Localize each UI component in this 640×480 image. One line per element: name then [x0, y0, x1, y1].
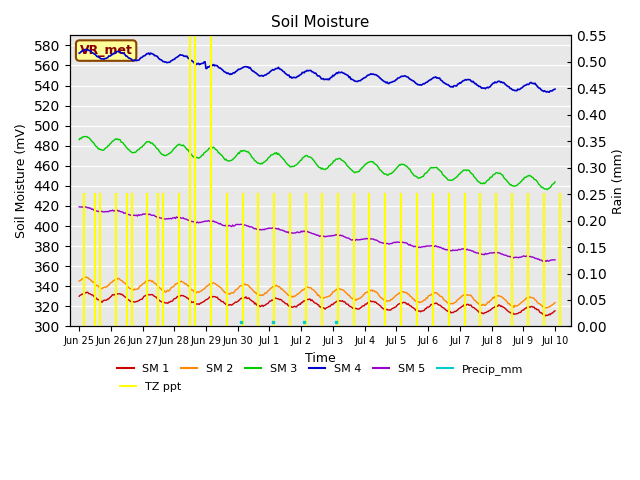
X-axis label: Time: Time [305, 352, 335, 365]
Y-axis label: Rain (mm): Rain (mm) [612, 148, 625, 214]
Text: VR_met: VR_met [79, 44, 132, 57]
Legend: TZ ppt: TZ ppt [115, 378, 186, 396]
Y-axis label: Soil Moisture (mV): Soil Moisture (mV) [15, 123, 28, 238]
Title: Soil Moisture: Soil Moisture [271, 15, 369, 30]
